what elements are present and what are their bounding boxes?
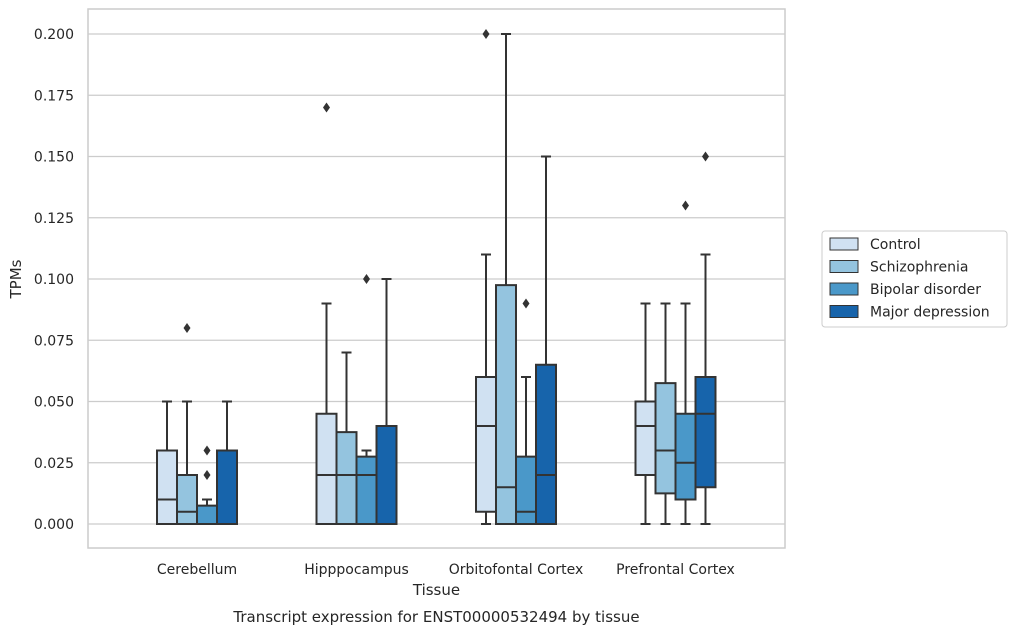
x-tick-label: Orbitofontal Cortex: [449, 562, 584, 578]
box-3-2: [674, 200, 697, 525]
box-body: [674, 412, 697, 501]
y-tick-label: 0.025: [34, 456, 74, 472]
box-0-3: [216, 400, 238, 525]
outlier-point: [203, 445, 211, 456]
legend-label: Bipolar disorder: [870, 282, 981, 298]
box-body: [196, 504, 218, 525]
box-2-1: [495, 33, 517, 525]
x-tick-labels: Cerebellum Hipppocampus Orbitofontal Corte…: [157, 562, 735, 578]
y-tick-label: 0.000: [34, 517, 74, 533]
plot-frame: [87, 8, 786, 549]
legend-swatch: [829, 282, 859, 296]
outlier-point: [482, 29, 490, 39]
box-body: [495, 284, 517, 525]
y-tick-label: 0.175: [34, 88, 74, 104]
legend-swatch: [829, 260, 859, 273]
box-3-0: [634, 302, 657, 525]
legend-swatch: [829, 305, 859, 318]
box-2-3: [535, 155, 557, 525]
legend-item: Bipolar disorder: [829, 282, 981, 298]
legend-item: Schizophrenia: [829, 260, 968, 276]
box-body: [156, 449, 178, 525]
y-tick-labels: 0.000 0.025 0.050 0.075 0.100 0.125 0.150 0.175…: [34, 27, 74, 533]
box-body: [475, 376, 497, 513]
legend-label: Major depression: [870, 305, 990, 321]
box-body: [216, 449, 238, 525]
y-tick-label: 0.100: [34, 272, 74, 288]
y-tick-label: 0.050: [34, 395, 74, 411]
box-body: [315, 412, 338, 525]
chart-title: Transcript expression for ENST0000053249…: [232, 608, 639, 626]
outlier-point: [323, 102, 330, 113]
box-3-1: [654, 302, 677, 525]
legend-label: Control: [870, 237, 921, 253]
legend-item: Major depression: [829, 305, 990, 321]
outlier-point: [702, 151, 709, 162]
box-body: [335, 431, 358, 525]
y-tick-label: 0.150: [34, 150, 74, 166]
legend-item: Control: [829, 237, 921, 253]
box-body: [355, 455, 378, 525]
box-body: [634, 400, 657, 476]
y-axis-label: TPMs: [7, 259, 25, 299]
box-body: [515, 455, 537, 525]
y-tick-label: 0.125: [34, 211, 74, 227]
box-0-2: [196, 445, 218, 525]
x-tick-label: Cerebellum: [157, 562, 237, 578]
box-body: [375, 425, 398, 525]
y-tick-label: 0.200: [34, 27, 74, 43]
box-1-2: [355, 274, 378, 525]
legend-frame: [821, 230, 1008, 328]
box-body: [176, 474, 198, 525]
box-body: [535, 363, 557, 525]
y-tick-label: 0.075: [34, 333, 74, 349]
x-tick-label: Prefrontal Cortex: [616, 562, 735, 578]
box-body: [654, 382, 677, 495]
outlier-point: [363, 274, 370, 284]
outlier-point: [183, 323, 191, 333]
box-3-3: [694, 151, 717, 525]
outlier-point: [682, 200, 689, 211]
legend: Control Schizophrenia Bipolar disorder Majo…: [821, 230, 1008, 328]
boxes-layer: [156, 29, 717, 525]
box-body: [694, 376, 717, 489]
x-tick-label: Hipppocampus: [304, 562, 409, 578]
legend-label: Schizophrenia: [870, 260, 968, 276]
x-axis-label: Tissue: [412, 581, 460, 599]
outlier-point: [522, 298, 530, 309]
legend-swatch: [829, 237, 859, 251]
box-2-0: [475, 29, 497, 525]
box-1-3: [375, 278, 398, 525]
box-0-0: [156, 400, 178, 525]
box-0-1: [176, 323, 198, 525]
outlier-point: [203, 470, 211, 480]
